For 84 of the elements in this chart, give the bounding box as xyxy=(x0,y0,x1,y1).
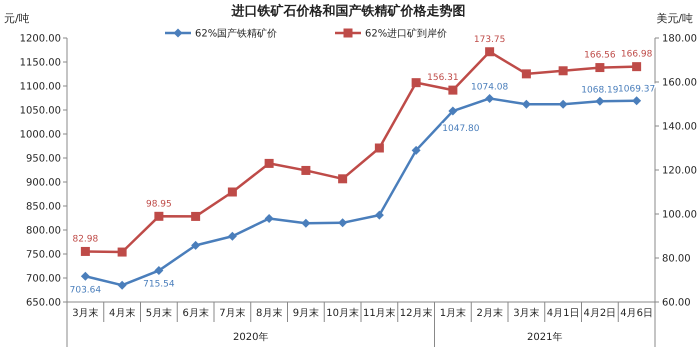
data-label: 82.98 xyxy=(72,234,99,244)
x-tick-label: 7月末 xyxy=(219,307,246,319)
y-tick-label: 1200.00 xyxy=(20,34,61,44)
text: 2021年 xyxy=(527,331,562,343)
point xyxy=(191,212,200,221)
data-label: 703.64 xyxy=(70,285,102,296)
point xyxy=(558,66,568,76)
point xyxy=(301,218,310,228)
data-label: 1069.37 xyxy=(618,84,656,95)
text: 2020年 xyxy=(233,331,268,343)
x-tick-label: 11月末 xyxy=(363,307,396,319)
x-tick-label: 8月末 xyxy=(256,307,282,319)
y-tick-label: 650.00 xyxy=(26,298,61,308)
point xyxy=(412,78,421,88)
point xyxy=(264,214,274,223)
data-label: 98.95 xyxy=(146,199,172,210)
x-tick-label: 10月末 xyxy=(326,307,359,319)
point xyxy=(154,266,164,276)
y2-tick-label: 80.00 xyxy=(662,254,691,264)
point xyxy=(595,63,604,72)
point xyxy=(632,62,642,72)
data-label: 715.54 xyxy=(143,280,175,290)
y-tick-label: 1100.00 xyxy=(20,82,61,92)
y-tick-label: 950.00 xyxy=(26,154,61,164)
point xyxy=(632,96,642,106)
data-label: 166.56 xyxy=(584,50,616,61)
data-label: 1047.80 xyxy=(442,124,480,134)
point xyxy=(338,174,348,184)
y-tick-label: 900.00 xyxy=(26,178,61,188)
point xyxy=(374,144,384,152)
y2-axis-title: 美元/吨 xyxy=(656,12,693,25)
y-tick-label: 850.00 xyxy=(26,202,61,212)
y-tick-label: 700.00 xyxy=(26,274,61,284)
x-tick-label: 2月末 xyxy=(476,307,503,319)
point xyxy=(485,94,494,103)
x-tick-label: 3月末 xyxy=(513,307,540,319)
point xyxy=(412,146,421,155)
point xyxy=(301,166,310,175)
data-label: 173.75 xyxy=(474,34,506,45)
point xyxy=(80,246,90,256)
data-label: 1074.08 xyxy=(471,82,509,92)
data-label: 156.31 xyxy=(427,73,459,84)
x-tick-label: 4月6日 xyxy=(620,308,653,319)
x-tick-label: 9月末 xyxy=(292,307,320,319)
y2-tick-label: 60.00 xyxy=(662,298,691,308)
y-tick-label: 1150.00 xyxy=(20,58,61,68)
y2-tick-label: 180.00 xyxy=(662,34,697,44)
data-label: 166.98 xyxy=(620,50,653,60)
point xyxy=(154,212,164,221)
y2-tick-label: 100.00 xyxy=(662,210,697,220)
x-tick-label: 4月末 xyxy=(108,307,136,319)
x-tick-label: 12月末 xyxy=(400,307,432,319)
y-tick-label: 750.00 xyxy=(26,250,61,260)
y-axis-title: 元/吨 xyxy=(4,12,30,25)
point xyxy=(118,280,127,290)
point xyxy=(118,248,127,257)
point xyxy=(448,106,458,116)
y2-tick-label: 140.00 xyxy=(662,122,697,132)
x-tick-label: 3月末 xyxy=(72,307,99,319)
point xyxy=(595,96,604,106)
point xyxy=(522,69,531,78)
point xyxy=(80,272,90,281)
x-tick-label: 5月末 xyxy=(146,307,172,319)
point xyxy=(228,232,237,241)
legend-label: 62%进口矿到岸价 xyxy=(365,28,448,40)
x-tick-label: 6月末 xyxy=(182,307,209,319)
x-tick-label: 4月1日 xyxy=(546,308,580,319)
point xyxy=(228,188,237,196)
point xyxy=(448,86,458,95)
legend-label: 62%国产铁精矿价 xyxy=(195,28,278,40)
y-tick-label: 1050.00 xyxy=(20,106,61,116)
x-tick-label: 1月末 xyxy=(440,307,466,319)
y-tick-label: 800.00 xyxy=(26,226,61,236)
point xyxy=(191,240,200,250)
x-tick-label: 4月2日 xyxy=(584,308,616,319)
y-tick-label: 1000.00 xyxy=(20,130,61,140)
point xyxy=(338,218,348,228)
y2-tick-label: 160.00 xyxy=(662,78,697,88)
y2-tick-label: 120.00 xyxy=(662,166,697,176)
data-label: 1068.19 xyxy=(581,85,619,96)
chart-title: 进口铁矿石价格和国产铁精矿价格走势图 xyxy=(230,3,466,19)
point xyxy=(374,210,384,220)
point xyxy=(264,158,274,168)
point xyxy=(485,47,494,56)
